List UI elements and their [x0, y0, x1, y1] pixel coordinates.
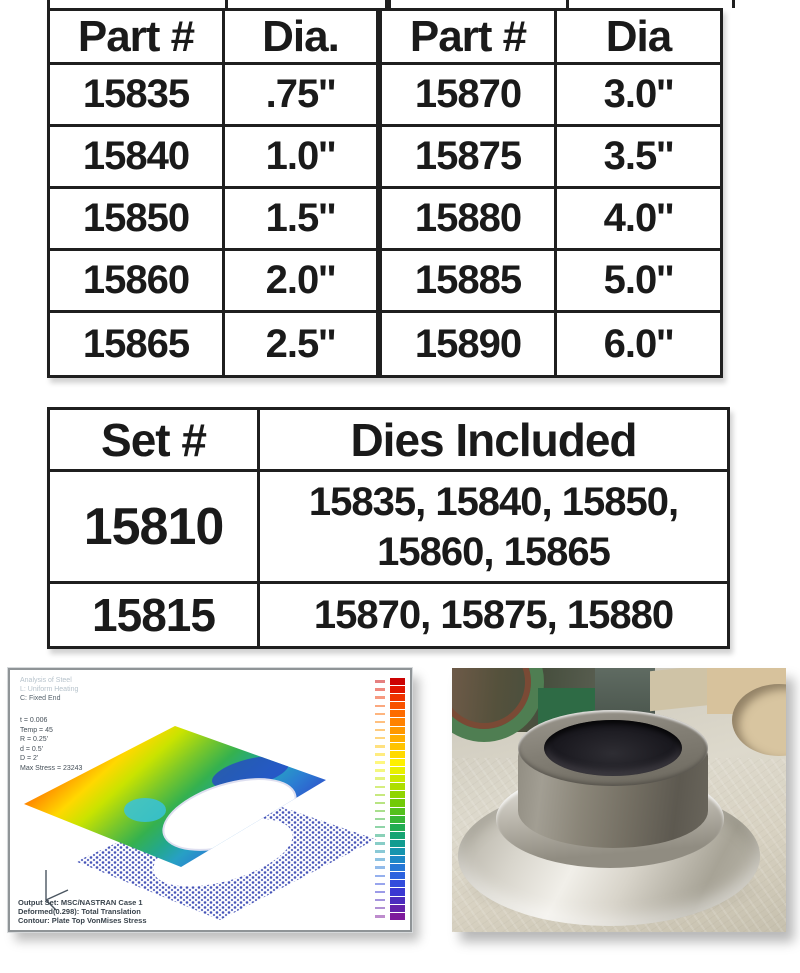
table-top-stubs [47, 0, 735, 8]
set-dies: 15835, 15840, 15850, 15860, 15865 [260, 472, 727, 584]
fea-header-line: C: Fixed End [20, 695, 61, 702]
part-dia: 2.5'' [225, 313, 382, 375]
fea-header-text: Analysis of Steel L: Uniform Heating C: … [20, 676, 78, 703]
fea-contour-blob [123, 798, 166, 822]
part-dia: 1.0'' [225, 127, 382, 189]
colorbar-entry [375, 783, 405, 791]
colorbar-entry [375, 758, 405, 767]
colorbar-entry [375, 694, 405, 702]
photo-die-bore [544, 720, 682, 776]
fea-caption: Output Set: MSC/NASTRAN Case 1 Deformed(… [18, 898, 147, 925]
col-header: Part # [382, 11, 557, 65]
colorbar-entry [375, 823, 405, 831]
fea-plot [24, 726, 376, 920]
col-header: Set # [50, 410, 260, 472]
axis-triad-icon [45, 870, 69, 911]
fea-header-line: L: Uniform Heating [20, 686, 79, 693]
part-dia: 6.0'' [603, 321, 675, 366]
stub-line [385, 0, 391, 8]
col-header: Dies Included [260, 410, 727, 472]
colorbar-entry [375, 702, 405, 710]
part-dia: 2.0'' [225, 251, 382, 313]
colorbar-entry [375, 718, 405, 726]
part-number: 15865 [50, 313, 225, 375]
colorbar-entry [375, 807, 405, 815]
part-number: 15885 [382, 251, 557, 313]
colorbar-entry [375, 896, 405, 904]
stub-line [225, 0, 228, 8]
colorbar-entry [375, 734, 405, 742]
colorbar-entry [375, 880, 405, 888]
part-number: 15875 [382, 127, 557, 189]
part-dia: 1.5'' [225, 189, 382, 251]
parts-table: Part # Dia. Part # Dia 15835 .75'' 15870… [47, 0, 735, 378]
part-number: 15870 [382, 65, 557, 127]
stub-line [47, 0, 50, 8]
part-dia: 4.0'' [557, 189, 720, 251]
colorbar-entry [375, 904, 405, 912]
colorbar-entry [375, 847, 405, 856]
stub-line [566, 0, 569, 8]
col-header: Part # [50, 11, 225, 65]
set-number: 15815 [50, 584, 260, 646]
part-number: 15890 [382, 313, 557, 375]
colorbar-entry [375, 750, 405, 758]
colorbar-entry [375, 912, 405, 920]
fea-param-line: Temp = 45 [20, 726, 53, 734]
fea-param-line: R = 0.25' [20, 736, 48, 743]
colorbar-entry [375, 831, 405, 839]
set-dies: 15870, 15875, 15880 [313, 593, 674, 637]
fea-simulation-image: Analysis of Steel L: Uniform Heating C: … [7, 667, 413, 933]
colorbar-entry [375, 791, 405, 799]
fea-param-line: Max Stress = 23243 [20, 764, 83, 772]
colorbar-entry [375, 775, 405, 783]
colorbar-entry [375, 815, 405, 823]
colorbar-entry [375, 799, 405, 807]
fea-colorbar [375, 678, 405, 922]
part-dia: 3.0'' [557, 65, 720, 127]
part-number: 15840 [50, 127, 225, 189]
part-dia: .75'' [225, 65, 382, 127]
colorbar-entry [375, 856, 405, 864]
stub-line [732, 0, 735, 8]
col-header: Dia [557, 11, 720, 65]
sets-table: Set # Dies Included 15810 15835, 15840, … [47, 407, 730, 649]
part-number: 15860 [50, 251, 225, 313]
colorbar-entry [375, 767, 405, 775]
colorbar-entry [375, 872, 405, 880]
colorbar-entry [375, 839, 405, 847]
part-number: 15835 [50, 65, 225, 127]
fea-param-line: D = 2' [20, 755, 39, 762]
fea-header-line: Analysis of Steel [20, 677, 72, 684]
part-number: 15850 [50, 189, 225, 251]
colorbar-entry [375, 710, 405, 718]
col-header: Dia. [225, 11, 382, 65]
colorbar-entry [375, 678, 405, 686]
fea-param-line: t = 0.006 [20, 717, 48, 724]
colorbar-entry [375, 726, 405, 734]
set-number: 15810 [50, 472, 260, 584]
die-product-photo [452, 668, 786, 932]
colorbar-entry [375, 888, 405, 896]
fea-caption-line: Output Set: MSC/NASTRAN Case 1 [18, 898, 143, 907]
fea-caption-line: Deformed(0.298): Total Translation [18, 907, 141, 916]
part-number: 15880 [382, 189, 557, 251]
fea-caption-line: Contour: Plate Top VonMises Stress [18, 916, 147, 925]
colorbar-entry [375, 864, 405, 872]
photo-beige-block [650, 668, 712, 712]
part-dia: 5.0'' [557, 251, 720, 313]
colorbar-entry [375, 686, 405, 694]
colorbar-entry [375, 742, 405, 750]
part-dia: 3.5'' [557, 127, 720, 189]
fea-parameters: t = 0.006 Temp = 45 R = 0.25' d = 0.5' D… [20, 716, 82, 773]
fea-param-line: d = 0.5' [20, 745, 43, 753]
